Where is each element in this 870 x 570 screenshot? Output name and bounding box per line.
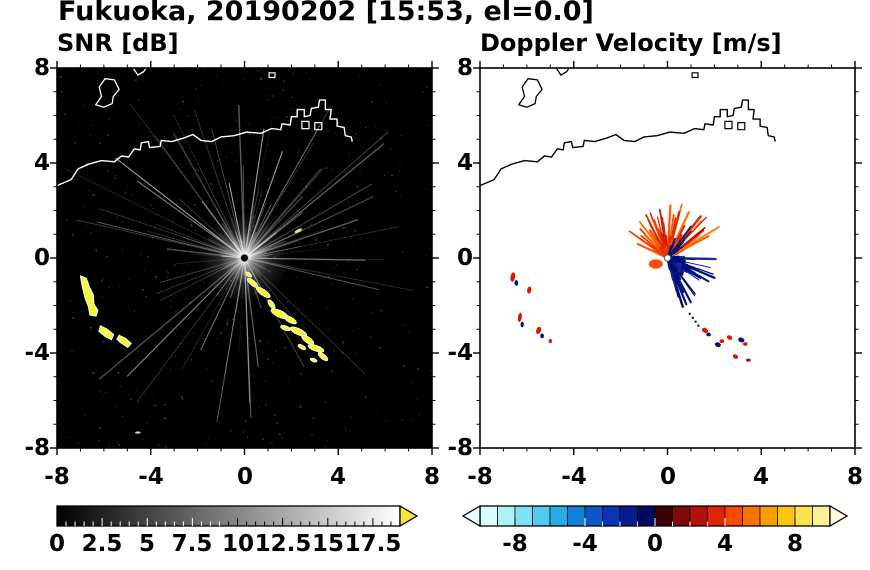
y-tick-label: -4: [447, 340, 473, 366]
doppler-colorbar-segment: [672, 505, 691, 527]
y-tick-label: -4: [24, 340, 50, 366]
colorbar-tick-label: 8: [786, 531, 803, 557]
doppler-colorbar-segment: [532, 505, 551, 527]
velocity-speck: [694, 320, 697, 323]
doppler-colorbar-segment: [584, 505, 603, 527]
y-tick-label: -8: [447, 435, 473, 461]
y-tick-label: 8: [456, 55, 473, 81]
colorbar-tick-label: -8: [502, 531, 528, 557]
velocity-speck: [520, 321, 524, 328]
colorbar-tick-label: 17.5: [344, 531, 402, 557]
doppler-colorbar-segment: [777, 505, 796, 527]
snr-colorbar-arrow: [399, 504, 419, 528]
doppler-colorbar-segment: [812, 505, 831, 527]
colorbar-tick-label: 15: [311, 531, 344, 557]
doppler-colorbar-segment: [497, 505, 516, 527]
y-tick-label: 8: [33, 55, 50, 81]
velocity-speck: [746, 358, 751, 362]
y-tick-label: 0: [456, 245, 473, 271]
snr-mark: [135, 431, 141, 434]
velocity-speck: [742, 342, 748, 346]
radar-center: [663, 254, 672, 262]
y-tick-label: 4: [33, 150, 50, 176]
doppler-colorbar-segment: [637, 505, 656, 527]
x-tick-label: 4: [329, 464, 346, 490]
colorbar-tick-label: 0: [646, 531, 663, 557]
figure-title: Fukuoka, 20190202 [15:53, el=0.0]: [58, 0, 594, 27]
velocity-speck: [540, 333, 544, 339]
colorbar-tick-label: 12.5: [254, 531, 312, 557]
doppler-colorbar-segment: [742, 505, 761, 527]
doppler-colorbar-segment: [549, 505, 568, 527]
colorbar-tick-label: 0: [48, 531, 65, 557]
velocity-speck: [691, 316, 694, 320]
doppler-colorbar-right-arrow: [829, 504, 849, 528]
velocity-speck: [697, 324, 700, 327]
velocity-speck: [706, 332, 711, 337]
doppler-colorbar-segment: [759, 505, 778, 527]
colorbar-tick-label: 10: [221, 531, 254, 557]
velocity-speck: [514, 280, 519, 286]
x-tick-label: -4: [561, 464, 587, 490]
doppler-colorbar-segment: [794, 505, 813, 527]
velocity-speck: [548, 338, 552, 344]
doppler-plot-canvas: [480, 68, 855, 448]
colorbar-tick-label: 5: [138, 531, 155, 557]
velocity-speck: [648, 259, 663, 269]
x-tick-label: 8: [423, 464, 440, 490]
radar-center: [240, 253, 249, 263]
x-tick-label: 4: [752, 464, 769, 490]
doppler-colorbar: [479, 505, 831, 527]
x-tick-label: -4: [138, 464, 164, 490]
x-tick-label: 8: [846, 464, 863, 490]
doppler-colorbar-segment: [514, 505, 533, 527]
snr-colorbar: [56, 505, 401, 527]
colorbar-tick-label: 4: [716, 531, 733, 557]
y-tick-label: 0: [33, 245, 50, 271]
x-tick-label: 0: [236, 464, 253, 490]
doppler-colorbar-segment: [654, 505, 673, 527]
snr-panel-title: SNR [dB]: [57, 29, 179, 57]
y-tick-label: -8: [24, 435, 50, 461]
doppler-panel-title: Doppler Velocity [m/s]: [480, 29, 782, 57]
doppler-colorbar-segment: [567, 505, 586, 527]
x-tick-label: 0: [659, 464, 676, 490]
snr-plot-canvas: [57, 68, 432, 448]
doppler-colorbar-segment: [619, 505, 638, 527]
colorbar-tick-label: -4: [572, 531, 598, 557]
x-tick-label: -8: [44, 464, 70, 490]
x-tick-label: -8: [467, 464, 493, 490]
velocity-speck: [719, 339, 725, 344]
doppler-colorbar-left-arrow: [461, 504, 481, 528]
colorbar-tick-label: 7.5: [171, 531, 213, 557]
velocity-speck: [688, 312, 691, 315]
doppler-colorbar-segment: [602, 505, 621, 527]
doppler-colorbar-segment: [724, 505, 743, 527]
doppler-colorbar-segment: [689, 505, 708, 527]
doppler-colorbar-segment: [707, 505, 726, 527]
colorbar-tick-label: 2.5: [81, 531, 123, 557]
doppler-colorbar-segment: [479, 505, 498, 527]
y-tick-label: 4: [456, 150, 473, 176]
